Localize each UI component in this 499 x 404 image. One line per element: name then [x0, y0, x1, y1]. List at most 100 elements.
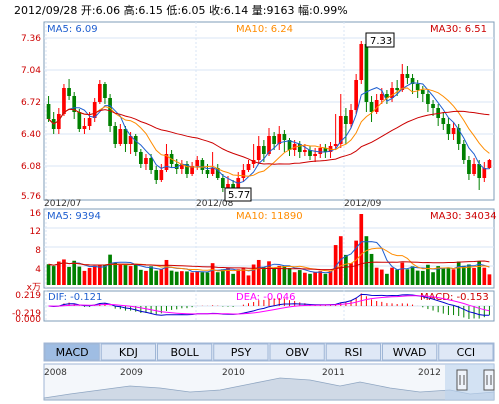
volume-y-tick: 4: [35, 265, 41, 275]
candle: [303, 144, 307, 156]
volume-bar: [77, 266, 82, 285]
volume-bar: [344, 254, 348, 285]
volume-bar: [97, 264, 102, 285]
volume-bar: [236, 269, 241, 285]
volume-bar: [159, 269, 164, 285]
navigator-right-handle[interactable]: [483, 369, 495, 391]
candle: [477, 160, 482, 190]
volume-y-tick: 8: [35, 246, 41, 256]
tab-obv[interactable]: OBV: [269, 343, 325, 361]
tab-boll[interactable]: BOLL: [157, 343, 213, 361]
indicator-tab-bar: [43, 342, 495, 362]
volume-label: 量:: [252, 4, 267, 17]
candle: [487, 159, 492, 169]
candle: [72, 92, 77, 119]
volume-bar: [67, 266, 71, 285]
navigator-year: 2008: [44, 368, 67, 378]
navigator-left-handle[interactable]: [456, 369, 468, 391]
candle: [215, 164, 220, 180]
candle: [426, 90, 430, 112]
volume-bar: [108, 254, 112, 285]
candle: [431, 100, 435, 116]
volume-bar: [118, 264, 123, 285]
tab-cci[interactable]: CCI: [438, 343, 494, 361]
candle: [344, 108, 348, 144]
volume-bar: [456, 261, 461, 285]
candle: [190, 162, 194, 176]
volume-bar: [282, 266, 287, 285]
candle: [154, 166, 159, 184]
volume-bar: [374, 267, 379, 285]
tab-wvad[interactable]: WVAD: [382, 343, 438, 361]
macd-y-tick: 0.000: [15, 315, 41, 325]
volume-bar: [472, 267, 476, 285]
candle: [123, 126, 128, 152]
candle: [92, 98, 97, 122]
volume-bar: [451, 269, 456, 285]
quote-header: 2012/09/28 开:6.06 高:6.15 低:6.05 收:6.14 量…: [14, 3, 348, 17]
high-label: 高:: [124, 3, 139, 17]
candle: [405, 66, 410, 84]
volume-bar: [369, 253, 374, 285]
volume-bar: [262, 267, 266, 285]
volume-bar: [221, 269, 225, 285]
volume-bar: [431, 272, 435, 285]
macd-y-tick: -0.219: [12, 309, 41, 319]
candle: [82, 118, 87, 134]
tab-macd[interactable]: MACD: [44, 343, 100, 361]
candle: [195, 156, 200, 170]
tab-rsi[interactable]: RSI: [325, 343, 381, 361]
candle: [164, 144, 169, 172]
candle: [144, 154, 148, 170]
candle: [241, 164, 246, 182]
volume-bar: [415, 270, 420, 285]
candle: [482, 162, 487, 182]
candle: [374, 94, 379, 114]
volume-bar: [82, 270, 87, 285]
candle: [313, 148, 317, 162]
low-value: 6.05: [181, 4, 206, 17]
volume-bar: [461, 265, 466, 285]
volume-bar: [200, 272, 205, 285]
max-price-callout: 7.33: [365, 32, 395, 48]
tab-kdj[interactable]: KDJ: [100, 343, 156, 361]
candle: [67, 79, 71, 100]
volume-ma30-line: [48, 260, 490, 271]
volume-bar: [92, 265, 97, 285]
candle: [210, 152, 215, 176]
volume-bar: [123, 264, 128, 285]
quote-date: 2012/09/28: [14, 4, 77, 17]
candle: [277, 126, 282, 150]
tab-label: PSY: [231, 346, 252, 359]
volume-bar: [287, 267, 292, 285]
volume-bar: [400, 262, 405, 285]
candle: [333, 114, 338, 148]
candle: [267, 128, 271, 156]
volume-y-tick: 12: [30, 227, 41, 237]
candle: [62, 84, 66, 116]
candle: [338, 94, 343, 148]
volume-bar: [395, 269, 400, 285]
volume-bar: [441, 267, 446, 285]
candle: [349, 104, 353, 128]
change-value: 0.99%: [313, 4, 348, 17]
volume-y-tick: 16: [30, 209, 42, 219]
candle: [138, 149, 143, 168]
volume-bar: [436, 266, 441, 285]
candle: [441, 112, 446, 130]
volume-bar: [113, 262, 118, 285]
volume-bar: [210, 263, 215, 285]
price-y-tick: 7.04: [21, 66, 41, 76]
tab-psy[interactable]: PSY: [213, 343, 269, 361]
candle: [108, 94, 112, 132]
volume-bar: [313, 272, 317, 285]
price-y-tick: 6.08: [21, 162, 41, 172]
volume-bar: [154, 270, 159, 285]
volume-bar: [128, 266, 133, 285]
low-label: 低:: [166, 4, 181, 17]
volume-ma5-label: MA5: 9394: [47, 211, 101, 222]
candle: [113, 122, 118, 148]
macd-dea-line: [48, 295, 490, 315]
tab-label: RSI: [344, 346, 362, 359]
volume-bar: [390, 267, 394, 285]
